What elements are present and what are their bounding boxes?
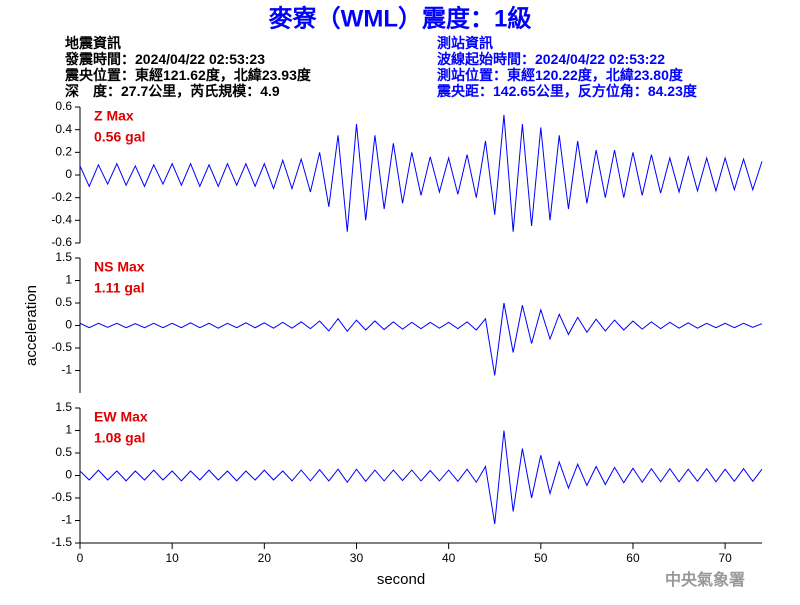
info-line: 波線起始時間：2024/04/22 02:53:22 xyxy=(437,51,665,67)
x-tick-label: 30 xyxy=(350,551,364,565)
waveform xyxy=(79,114,763,232)
x-axis-label: second xyxy=(377,571,425,588)
y-tick-label: 0 xyxy=(65,318,72,332)
x-tick-label: 0 xyxy=(77,551,84,565)
x-tick-label: 20 xyxy=(258,551,272,565)
y-tick-label: -1.5 xyxy=(51,535,72,549)
y-tick-label: -1 xyxy=(61,513,72,527)
x-tick-label: 40 xyxy=(442,551,456,565)
info-line: 震央位置：東經121.62度，北緯23.93度 xyxy=(64,67,312,83)
y-tick-label: -0.2 xyxy=(51,190,72,204)
y-axis-label: acceleration xyxy=(23,285,40,366)
y-tick-label: -0.5 xyxy=(51,340,72,354)
info-line: 震央距：142.65公里，反方位角：84.23度 xyxy=(436,83,698,99)
info-line: 發震時間：2024/04/22 02:53:23 xyxy=(64,51,265,67)
y-tick-label: 0 xyxy=(65,167,72,181)
waveform xyxy=(79,302,763,376)
y-tick-label: -0.5 xyxy=(51,490,72,504)
y-tick-label: -0.4 xyxy=(51,213,72,227)
y-tick-label: 0.2 xyxy=(55,145,72,159)
y-tick-label: 0.5 xyxy=(55,445,72,459)
y-tick-label: 0 xyxy=(65,468,72,482)
info-line: 測站資訊 xyxy=(437,35,493,51)
max-value: 1.11 gal xyxy=(94,280,145,296)
y-tick-label: 0.5 xyxy=(55,295,72,309)
x-tick-label: 10 xyxy=(165,551,179,565)
event-info: 地震資訊 發震時間：2024/04/22 02:53:23 震央位置：東經121… xyxy=(64,35,312,99)
y-tick-label: -1 xyxy=(61,363,72,377)
x-tick-label: 60 xyxy=(626,551,640,565)
station-info: 測站資訊 波線起始時間：2024/04/22 02:53:22 測站位置：東經1… xyxy=(436,35,698,99)
info-line: 深 度：27.7公里，芮氏規模：4.9 xyxy=(65,83,280,99)
info-line: 地震資訊 xyxy=(65,35,121,51)
max-label: NS Max xyxy=(94,259,145,275)
x-tick-label: 70 xyxy=(718,551,732,565)
info-line: 測站位置：東經120.22度，北緯23.80度 xyxy=(437,67,684,83)
max-value: 0.56 gal xyxy=(94,129,145,145)
x-tick-label: 50 xyxy=(534,551,548,565)
max-label: EW Max xyxy=(94,409,148,425)
agency: 中央氣象署 xyxy=(665,570,745,589)
y-tick-label: 1 xyxy=(65,423,72,437)
title: 麥寮（WML）震度：1級 xyxy=(268,4,532,32)
y-tick-label: 1.5 xyxy=(55,250,72,264)
y-tick-label: -0.6 xyxy=(51,235,72,249)
y-tick-label: 0.6 xyxy=(55,99,72,113)
y-tick-label: 1.5 xyxy=(55,400,72,414)
y-tick-label: 0.4 xyxy=(55,122,72,136)
max-label: Z Max xyxy=(94,108,134,124)
waveform xyxy=(79,430,763,525)
y-tick-label: 1 xyxy=(65,273,72,287)
max-value: 1.08 gal xyxy=(94,430,145,446)
